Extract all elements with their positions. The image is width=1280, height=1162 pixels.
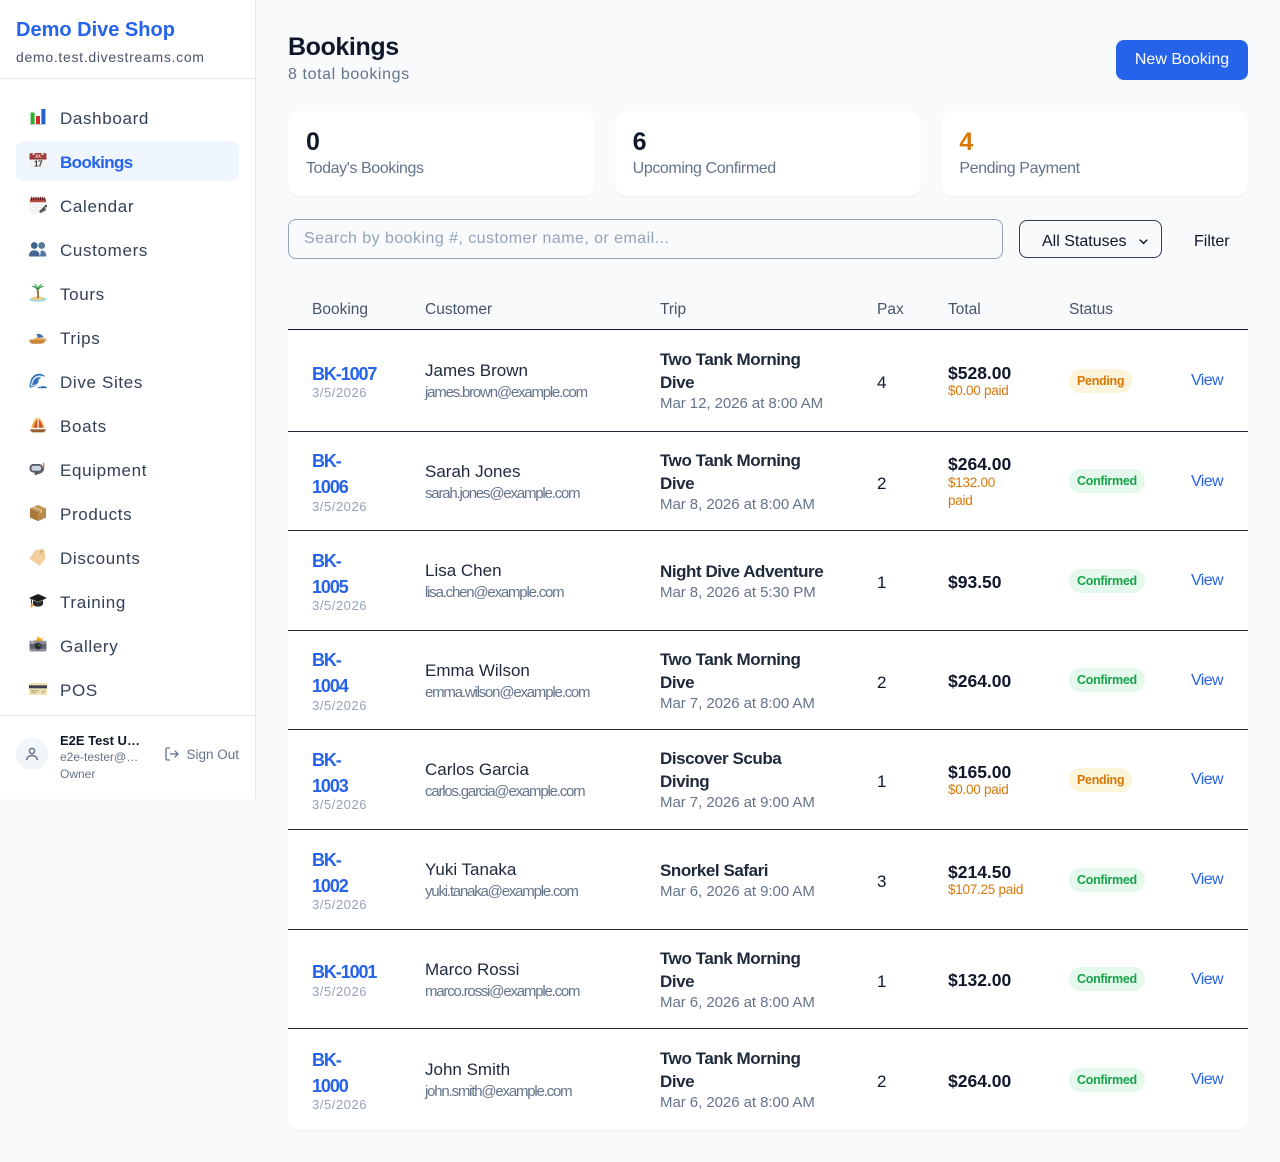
svg-text:17: 17 [34,159,43,169]
svg-text:JUL: JUL [35,153,43,158]
